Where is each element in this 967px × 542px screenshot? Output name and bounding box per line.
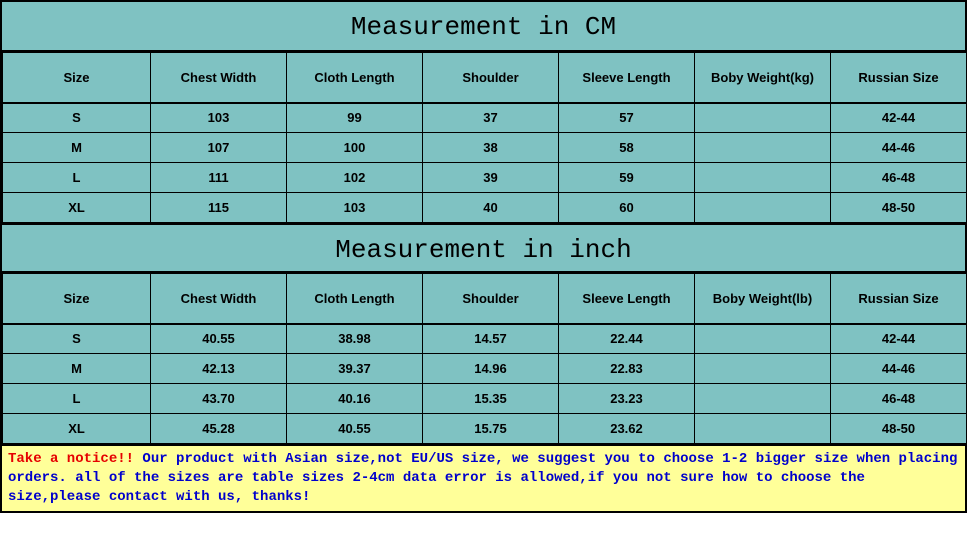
cell: 45.28 (151, 414, 287, 444)
cell: XL (3, 414, 151, 444)
cell: 22.44 (559, 324, 695, 354)
table-row: S 40.55 38.98 14.57 22.44 42-44 (3, 324, 967, 354)
table-cm-body: S 103 99 37 57 42-44 M 107 100 38 58 44-… (3, 103, 967, 223)
cell: 14.57 (423, 324, 559, 354)
cell (695, 354, 831, 384)
cell: 115 (151, 193, 287, 223)
cell: 23.62 (559, 414, 695, 444)
col-weight: Boby Weight(lb) (695, 274, 831, 324)
cell: 37 (423, 103, 559, 133)
size-chart-container: Measurement in CM Size Chest Width Cloth… (0, 0, 967, 513)
cell (695, 133, 831, 163)
cell: S (3, 103, 151, 133)
cell: 44-46 (831, 354, 967, 384)
title-inch: Measurement in inch (2, 223, 965, 273)
col-size: Size (3, 53, 151, 103)
cell: 38.98 (287, 324, 423, 354)
cell: 100 (287, 133, 423, 163)
cell: 46-48 (831, 384, 967, 414)
cell: 44-46 (831, 133, 967, 163)
cell: 15.35 (423, 384, 559, 414)
notice-body: Our product with Asian size,not EU/US si… (8, 451, 957, 505)
cell: M (3, 133, 151, 163)
cell: 103 (287, 193, 423, 223)
cell (695, 103, 831, 133)
table-row: XL 45.28 40.55 15.75 23.62 48-50 (3, 414, 967, 444)
col-shoulder: Shoulder (423, 274, 559, 324)
cell: 59 (559, 163, 695, 193)
cell: 60 (559, 193, 695, 223)
cell: 99 (287, 103, 423, 133)
col-sleeve: Sleeve Length (559, 53, 695, 103)
cell: 40 (423, 193, 559, 223)
cell: 38 (423, 133, 559, 163)
table-row: M 107 100 38 58 44-46 (3, 133, 967, 163)
cell (695, 193, 831, 223)
table-inch: Size Chest Width Cloth Length Shoulder S… (2, 273, 967, 444)
cell: 42-44 (831, 324, 967, 354)
table-cm-header: Size Chest Width Cloth Length Shoulder S… (3, 53, 967, 103)
cell (695, 414, 831, 444)
col-weight: Boby Weight(kg) (695, 53, 831, 103)
cell: 39 (423, 163, 559, 193)
cell: 14.96 (423, 354, 559, 384)
notice-lead: Take a notice!! (8, 451, 134, 467)
cell: L (3, 163, 151, 193)
col-size: Size (3, 274, 151, 324)
cell: 103 (151, 103, 287, 133)
col-chest: Chest Width (151, 53, 287, 103)
col-sleeve: Sleeve Length (559, 274, 695, 324)
notice-box: Take a notice!! Our product with Asian s… (2, 444, 965, 511)
cell: 39.37 (287, 354, 423, 384)
cell: 42.13 (151, 354, 287, 384)
cell: L (3, 384, 151, 414)
table-row: XL 115 103 40 60 48-50 (3, 193, 967, 223)
cell: S (3, 324, 151, 354)
col-russian: Russian Size (831, 53, 967, 103)
cell: 22.83 (559, 354, 695, 384)
table-inch-header: Size Chest Width Cloth Length Shoulder S… (3, 274, 967, 324)
cell (695, 163, 831, 193)
col-shoulder: Shoulder (423, 53, 559, 103)
table-row: M 42.13 39.37 14.96 22.83 44-46 (3, 354, 967, 384)
col-cloth: Cloth Length (287, 53, 423, 103)
title-cm: Measurement in CM (2, 2, 965, 52)
cell (695, 384, 831, 414)
cell: 40.55 (287, 414, 423, 444)
cell: 48-50 (831, 193, 967, 223)
cell: XL (3, 193, 151, 223)
table-row: S 103 99 37 57 42-44 (3, 103, 967, 133)
cell: 40.16 (287, 384, 423, 414)
col-cloth: Cloth Length (287, 274, 423, 324)
cell: 43.70 (151, 384, 287, 414)
cell: 102 (287, 163, 423, 193)
cell: 40.55 (151, 324, 287, 354)
table-row: L 43.70 40.16 15.35 23.23 46-48 (3, 384, 967, 414)
cell: 46-48 (831, 163, 967, 193)
cell: 107 (151, 133, 287, 163)
table-row: L 111 102 39 59 46-48 (3, 163, 967, 193)
col-russian: Russian Size (831, 274, 967, 324)
cell: 111 (151, 163, 287, 193)
cell: 15.75 (423, 414, 559, 444)
table-inch-body: S 40.55 38.98 14.57 22.44 42-44 M 42.13 … (3, 324, 967, 444)
table-cm: Size Chest Width Cloth Length Shoulder S… (2, 52, 967, 223)
cell: 42-44 (831, 103, 967, 133)
cell: 57 (559, 103, 695, 133)
cell: 48-50 (831, 414, 967, 444)
col-chest: Chest Width (151, 274, 287, 324)
cell: M (3, 354, 151, 384)
cell: 23.23 (559, 384, 695, 414)
cell: 58 (559, 133, 695, 163)
cell (695, 324, 831, 354)
